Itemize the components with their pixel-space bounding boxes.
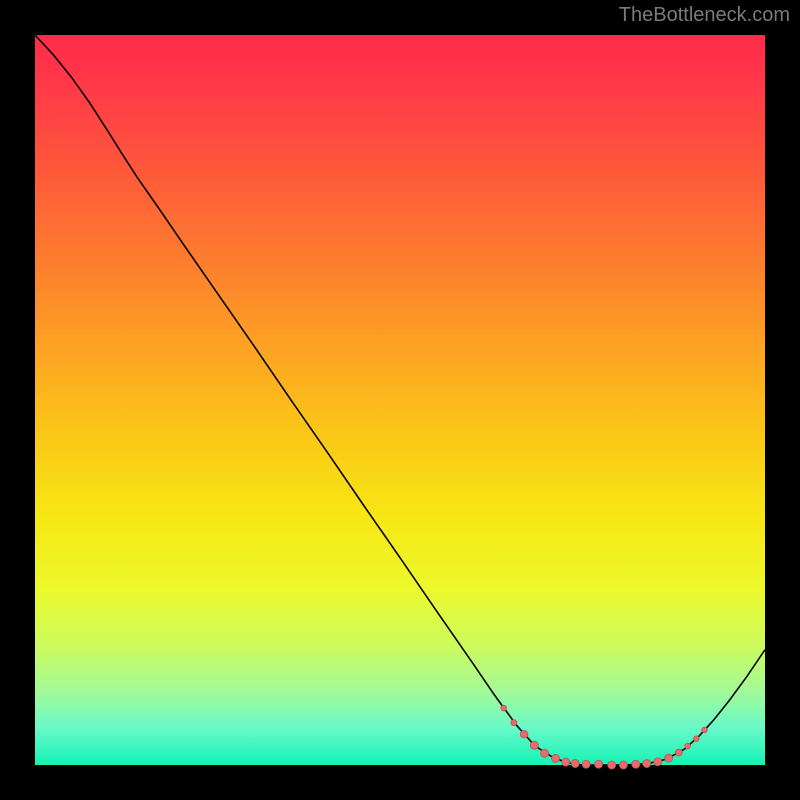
data-marker: [571, 760, 579, 768]
data-marker: [595, 760, 603, 768]
data-marker: [619, 761, 627, 769]
data-marker: [694, 736, 700, 742]
data-marker: [511, 720, 517, 726]
data-marker: [541, 749, 549, 757]
data-marker: [501, 705, 507, 711]
plot-area: [35, 35, 765, 765]
data-marker: [685, 743, 691, 749]
data-marker: [654, 758, 662, 766]
data-marker: [520, 731, 528, 739]
watermark-text: TheBottleneck.com: [619, 4, 790, 27]
gradient-background: [35, 35, 765, 765]
data-marker: [608, 761, 616, 769]
data-marker: [562, 758, 570, 766]
data-marker: [582, 760, 590, 768]
data-marker: [675, 749, 682, 756]
data-marker: [632, 760, 640, 768]
data-marker: [702, 727, 708, 733]
data-marker: [643, 760, 651, 768]
plot-svg: [35, 35, 765, 765]
data-marker: [551, 754, 559, 762]
data-marker: [530, 741, 538, 749]
data-marker: [665, 754, 673, 762]
